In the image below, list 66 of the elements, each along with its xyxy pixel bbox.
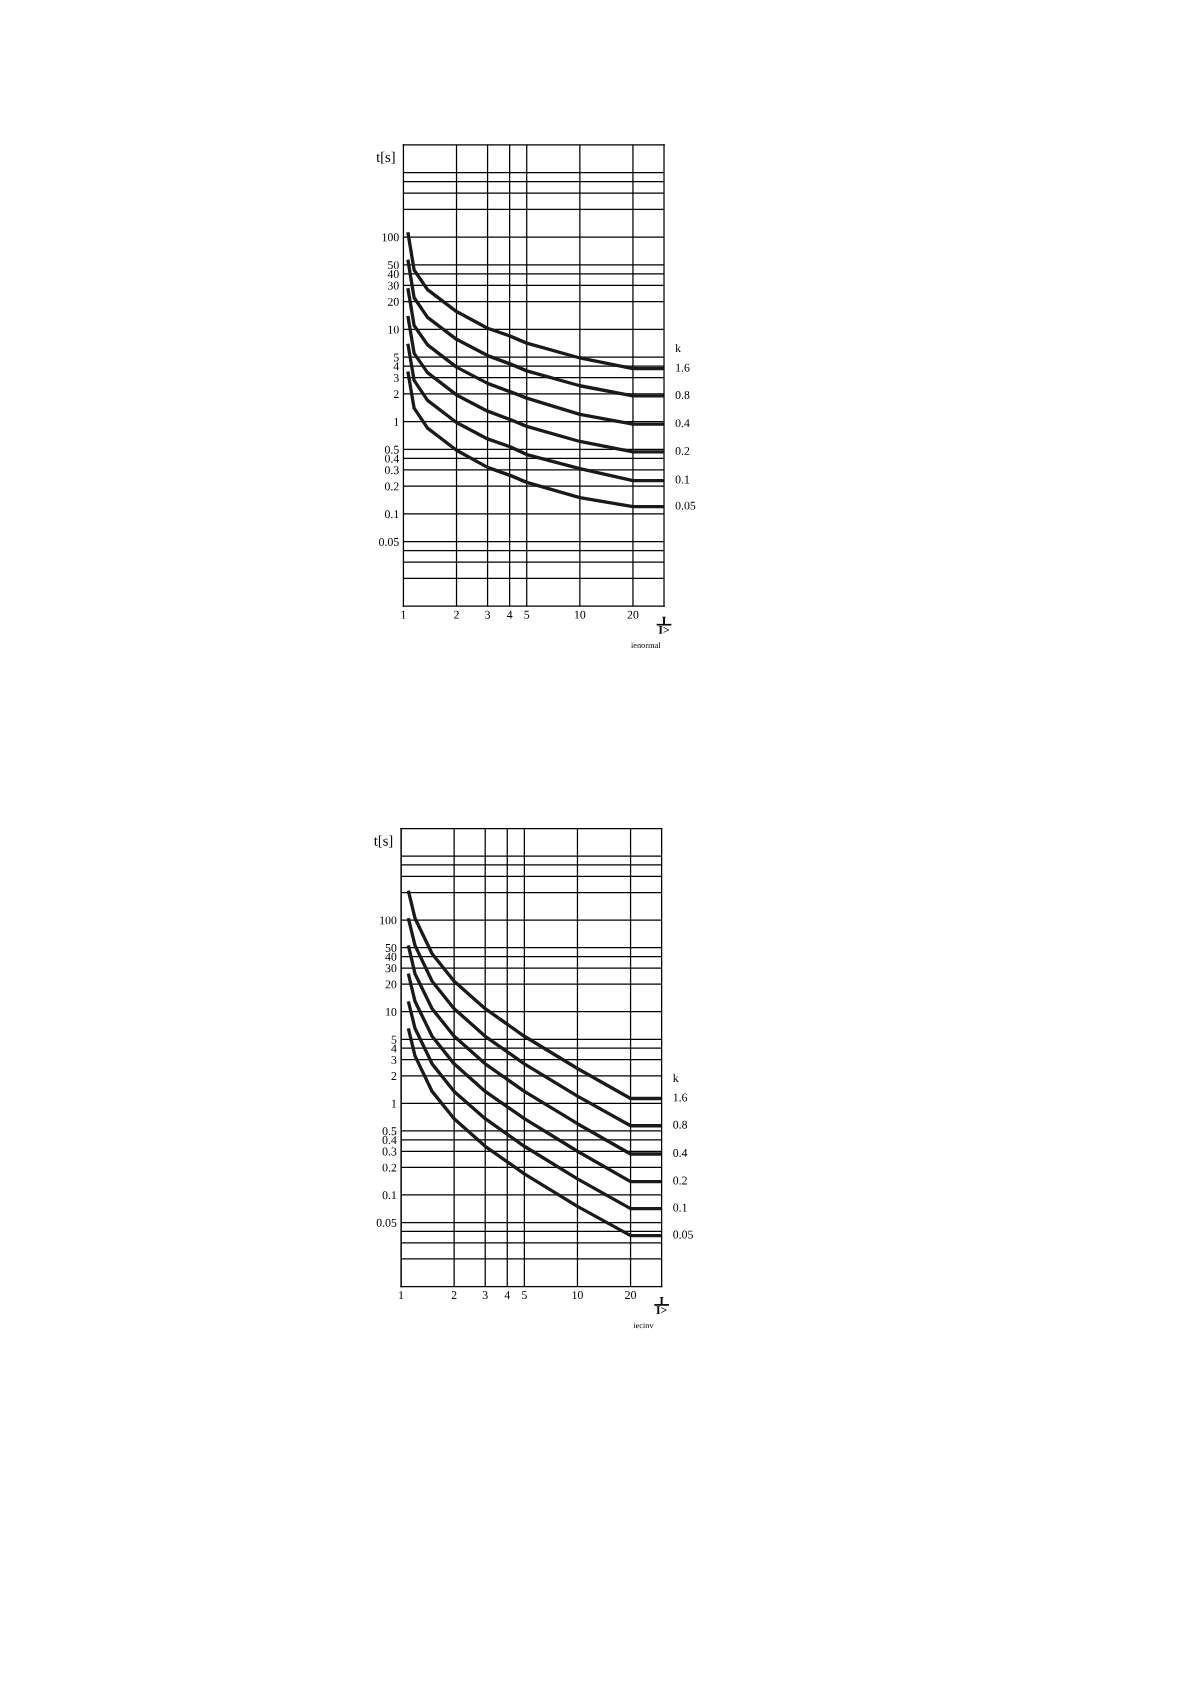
y-tick-label: 20 — [385, 980, 397, 989]
y-tick-label: 0.2 — [384, 482, 399, 491]
y-tick-label: 0.5 — [382, 1127, 397, 1136]
x-tick-label: 4 — [504, 1291, 511, 1299]
y-axis-title: t[s] — [376, 151, 395, 164]
series-label: 0.8 — [673, 1120, 688, 1129]
series-label: 0.4 — [673, 1148, 688, 1158]
y-tick-label: 30 — [385, 964, 397, 973]
y-tick-label: 50 — [385, 943, 397, 952]
series-label: 0.05 — [675, 501, 696, 510]
y-tick-label: 0.2 — [382, 1163, 397, 1172]
x-tick-label: 5 — [524, 610, 530, 619]
y-tick-label: 0.4 — [384, 454, 400, 463]
x-tick-label: 2 — [454, 610, 459, 619]
text: ienormal — [631, 642, 661, 649]
y-tick-label: 10 — [386, 1007, 397, 1016]
x-tick-label: 20 — [627, 610, 639, 619]
y-tick-label: 5 — [391, 1035, 397, 1044]
series-label: 0.8 — [675, 390, 690, 399]
y-tick-label: 50 — [388, 261, 399, 270]
y-tick-label: 4 — [393, 362, 400, 371]
x-axis-title: I I> — [656, 1297, 667, 1315]
legend-title: k — [672, 1073, 679, 1082]
y-tick-label: 0.5 — [384, 445, 399, 454]
series-label: 0.2 — [673, 1176, 687, 1185]
y-tick-label: 3 — [391, 1055, 397, 1064]
series-label: 0.05 — [673, 1230, 693, 1239]
x-tick-label: 20 — [625, 1291, 637, 1300]
y-tick-label: 10 — [388, 325, 399, 334]
series-label: 0.2 — [675, 446, 690, 455]
x-tick-label: 4 — [506, 610, 513, 619]
y-tick-label: 40 — [385, 952, 397, 961]
x-tick-label: 10 — [572, 1291, 583, 1300]
y-tick-label: 2 — [391, 1072, 397, 1080]
x-tick-label: 10 — [574, 610, 586, 619]
x-tick-label: 1 — [401, 610, 406, 619]
series-label: 0.4 — [675, 419, 690, 428]
y-tick-label: 100 — [382, 233, 399, 242]
x-tick-label: 3 — [482, 1291, 488, 1300]
y-tick-label: 1 — [394, 417, 399, 426]
x-tick-label: 2 — [451, 1291, 457, 1299]
y-tick-label: 0.4 — [382, 1136, 397, 1145]
y-tick-label: 5 — [394, 353, 399, 362]
series-label: 1.6 — [676, 363, 690, 372]
x-tick-label: 3 — [485, 610, 491, 619]
text: iecinv — [633, 1322, 654, 1329]
series-label: 0.1 — [675, 475, 690, 484]
x-tick-label: 5 — [522, 1291, 527, 1300]
y-tick-label: 0.3 — [384, 466, 399, 475]
series-label: 0.1 — [673, 1203, 687, 1212]
y-tick-label: 20 — [387, 297, 399, 306]
y-tick-label: 3 — [393, 373, 399, 382]
y-tick-label: 30 — [388, 281, 399, 290]
series-label: 1.6 — [673, 1093, 688, 1102]
y-axis-title: t[s] — [373, 835, 393, 848]
y-tick-label: 100 — [380, 916, 397, 925]
y-tick-label: 0.1 — [382, 1191, 397, 1200]
legend-title: k — [675, 343, 682, 353]
y-tick-label: 0.1 — [384, 510, 399, 519]
y-tick-label: 2 — [393, 390, 399, 398]
y-tick-label: 0.3 — [382, 1147, 397, 1156]
y-tick-label: 40 — [387, 270, 399, 279]
y-tick-label: 1 — [392, 1099, 397, 1108]
y-tick-label: 0.05 — [376, 1218, 397, 1227]
y-tick-label: 0.05 — [379, 537, 399, 546]
y-tick-label: 4 — [391, 1044, 397, 1053]
